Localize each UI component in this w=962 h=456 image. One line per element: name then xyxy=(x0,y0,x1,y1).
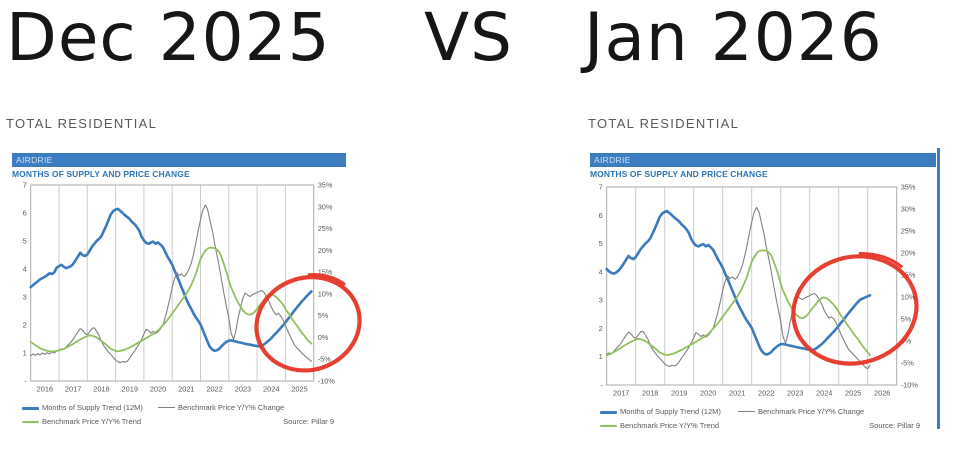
svg-text:6: 6 xyxy=(599,211,603,220)
svg-text:2023: 2023 xyxy=(787,389,803,398)
source-credit: Source: Pillar 9 xyxy=(869,421,920,430)
svg-text:0%: 0% xyxy=(901,337,912,346)
svg-text:5: 5 xyxy=(23,237,27,246)
legend-label: Months of Supply Trend (12M) xyxy=(42,403,143,412)
supply-price-chart: 2016 2017 2018 2019 2020 2021 2022 2023 2024 2025… xyxy=(23,181,362,394)
legend-label: Benchmark Price Y/Y% Change xyxy=(178,403,285,412)
svg-text:3: 3 xyxy=(599,296,603,305)
svg-text:2023: 2023 xyxy=(235,385,251,394)
supply-trend-line-swatch xyxy=(600,411,617,414)
svg-text:35%: 35% xyxy=(901,183,916,192)
svg-text:5: 5 xyxy=(599,239,603,248)
svg-text:10%: 10% xyxy=(318,289,333,298)
svg-text:-10%: -10% xyxy=(901,381,919,390)
svg-text:2: 2 xyxy=(23,321,27,330)
supply-price-chart: 2017 2018 2019 2020 2021 2022 2023 2024 2025 2026… xyxy=(599,183,919,398)
svg-text:2017: 2017 xyxy=(613,389,629,398)
svg-text:-: - xyxy=(24,377,27,386)
comparison-title-left: Dec 2025 xyxy=(6,0,331,76)
svg-text:25%: 25% xyxy=(901,227,916,236)
svg-text:35%: 35% xyxy=(318,181,333,190)
legend-label: Benchmark Price Y/Y% Trend xyxy=(620,421,720,430)
chart-title: MONTHS OF SUPPLY AND PRICE CHANGE xyxy=(590,169,768,179)
svg-text:-: - xyxy=(600,381,603,390)
svg-text:2018: 2018 xyxy=(93,385,109,394)
svg-text:2017: 2017 xyxy=(65,385,81,394)
svg-text:10%: 10% xyxy=(901,293,916,302)
svg-text:3: 3 xyxy=(23,293,27,302)
legend-label: Benchmark Price Y/Y% Trend xyxy=(42,417,142,426)
svg-text:2: 2 xyxy=(599,324,603,333)
svg-text:4: 4 xyxy=(599,267,603,276)
svg-text:2024: 2024 xyxy=(816,389,832,398)
source-credit: Source: Pillar 9 xyxy=(283,417,334,426)
svg-text:-5%: -5% xyxy=(318,355,332,364)
svg-text:5%: 5% xyxy=(318,311,329,320)
svg-text:-10%: -10% xyxy=(318,377,336,386)
comparison-title-vs: VS xyxy=(424,0,514,76)
svg-text:6: 6 xyxy=(23,209,27,218)
svg-text:7: 7 xyxy=(599,183,603,192)
svg-text:1: 1 xyxy=(599,352,603,361)
section-heading: TOTAL RESIDENTIAL xyxy=(6,116,158,131)
region-header-bar: AIRDRIE xyxy=(590,153,936,167)
svg-text:15%: 15% xyxy=(318,268,333,277)
legend-row-2: Benchmark Price Y/Y% Trend Source: Pilla… xyxy=(580,420,962,432)
price-trend-line-swatch xyxy=(600,425,617,427)
svg-text:2020: 2020 xyxy=(700,389,716,398)
price-change-line-swatch xyxy=(738,411,755,413)
legend-label: Months of Supply Trend (12M) xyxy=(620,407,721,416)
svg-text:20%: 20% xyxy=(318,246,333,255)
svg-text:5%: 5% xyxy=(901,315,912,324)
svg-text:-5%: -5% xyxy=(901,359,915,368)
svg-text:2021: 2021 xyxy=(178,385,194,394)
svg-text:2025: 2025 xyxy=(845,389,861,398)
chart-title: MONTHS OF SUPPLY AND PRICE CHANGE xyxy=(12,169,190,179)
svg-text:20%: 20% xyxy=(901,249,916,258)
svg-text:0%: 0% xyxy=(318,333,329,342)
svg-text:25%: 25% xyxy=(318,224,333,233)
svg-text:7: 7 xyxy=(23,181,27,190)
comparison-title-right: Jan 2026 xyxy=(584,0,883,76)
legend-row-1: Months of Supply Trend (12M) Benchmark P… xyxy=(0,402,372,414)
legend-label: Benchmark Price Y/Y% Change xyxy=(758,407,865,416)
svg-text:2022: 2022 xyxy=(206,385,222,394)
svg-text:30%: 30% xyxy=(318,202,333,211)
chart-block-dec-2025: TOTAL RESIDENTIAL AIRDRIE MONTHS OF SUPP… xyxy=(0,0,372,456)
price-change-line-swatch xyxy=(158,407,175,409)
svg-text:15%: 15% xyxy=(901,271,916,280)
svg-text:2018: 2018 xyxy=(642,389,658,398)
section-heading: TOTAL RESIDENTIAL xyxy=(588,116,740,131)
svg-text:2025: 2025 xyxy=(291,385,307,394)
svg-text:2019: 2019 xyxy=(122,385,138,394)
svg-text:2026: 2026 xyxy=(874,389,890,398)
svg-text:2020: 2020 xyxy=(150,385,166,394)
legend-row-2: Benchmark Price Y/Y% Trend Source: Pilla… xyxy=(0,416,372,428)
supply-trend-line-swatch xyxy=(22,407,39,410)
svg-text:2024: 2024 xyxy=(263,385,279,394)
svg-text:1: 1 xyxy=(23,349,27,358)
region-header-bar: AIRDRIE xyxy=(12,153,346,167)
cropped-adjacent-chart-edge xyxy=(937,148,940,429)
svg-text:30%: 30% xyxy=(901,205,916,214)
svg-text:2022: 2022 xyxy=(758,389,774,398)
svg-text:4: 4 xyxy=(23,265,27,274)
chart-block-jan-2026: TOTAL RESIDENTIAL AIRDRIE MONTHS OF SUPP… xyxy=(580,0,962,456)
svg-text:2019: 2019 xyxy=(671,389,687,398)
svg-text:2016: 2016 xyxy=(37,385,53,394)
svg-text:2021: 2021 xyxy=(729,389,745,398)
legend-row-1: Months of Supply Trend (12M) Benchmark P… xyxy=(580,406,962,418)
price-trend-line-swatch xyxy=(22,421,39,423)
